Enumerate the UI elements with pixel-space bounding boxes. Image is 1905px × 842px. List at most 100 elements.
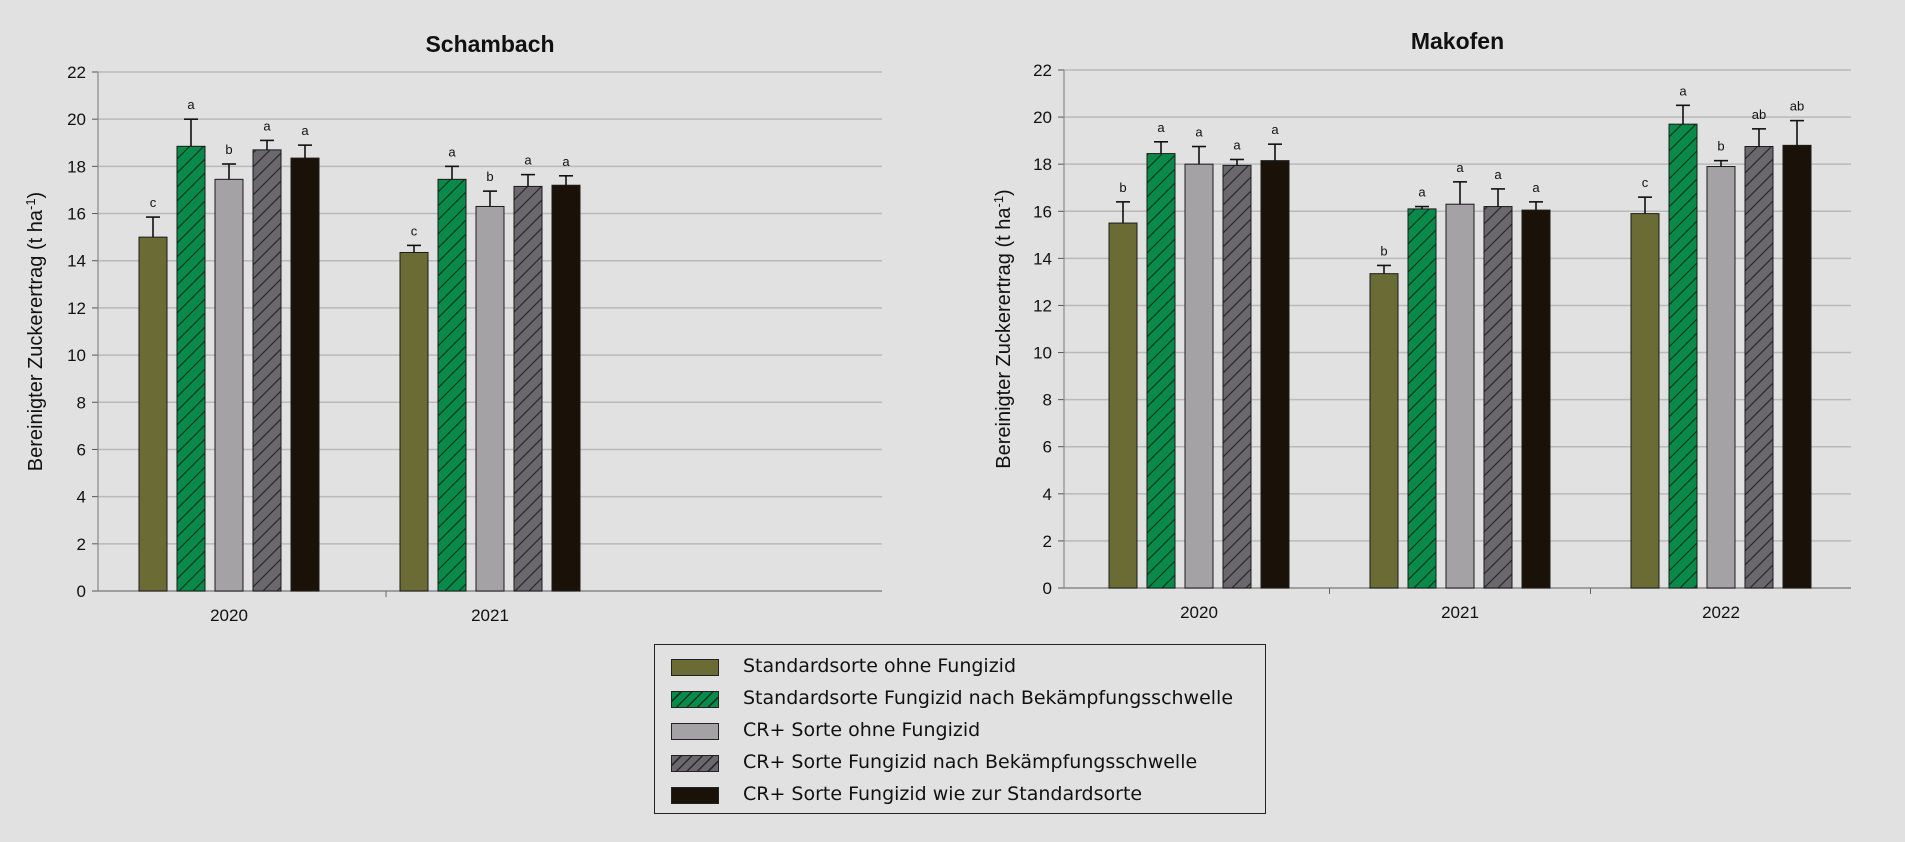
legend-swatch [671,691,719,708]
legend-label: Standardsorte ohne Fungizid [743,655,1017,677]
legend-item: CR+ Sorte Fungizid wie zur Standardsorte [655,779,1265,811]
legend-label: CR+ Sorte ohne Fungizid [743,719,981,741]
significance-letter: c [411,223,418,238]
y-axis-label-close: ) [25,192,47,199]
significance-letter: a [524,153,532,168]
significance-letter: a [263,118,271,133]
significance-letter: a [1271,122,1279,137]
legend-item: CR+ Sorte ohne Fungizid [655,715,1265,747]
significance-letter: c [150,195,157,210]
y-tick-label: 4 [77,488,86,507]
y-tick-label: 2 [1043,532,1052,551]
y-tick-label: 12 [1033,296,1052,315]
significance-letter: b [486,169,493,184]
y-tick-label: 16 [1033,202,1052,221]
y-axis-label: Bereinigter Zuckerertrag (t ha-1) [23,192,48,471]
y-tick-label: 4 [1043,485,1052,504]
bar [1222,164,1252,589]
significance-letter: a [301,123,309,138]
legend-swatch [671,755,719,772]
bar [513,185,543,592]
legend-label: Standardsorte Fungizid nach Bekämpfungss… [743,687,1234,709]
significance-letter: c [1642,175,1649,190]
legend-item: Standardsorte Fungizid nach Bekämpfungss… [655,683,1265,715]
y-axis-label-superscript: -1 [23,198,38,210]
y-tick-label: 22 [67,63,86,82]
bar [1630,213,1660,589]
y-tick-label: 0 [77,582,86,601]
legend-swatch [671,659,719,676]
significance-letter: a [187,97,195,112]
significance-letter: a [1456,160,1464,175]
y-tick-label: 0 [1043,579,1052,598]
bar [1146,153,1176,589]
bar [1108,222,1138,589]
significance-letter: ab [1752,107,1766,122]
legend-item: CR+ Sorte Fungizid nach Bekämpfungsschwe… [655,747,1265,779]
bar [1260,160,1290,589]
y-tick-label: 18 [67,157,86,176]
y-axis-label-close: ) [993,189,1015,196]
bar [399,251,429,592]
x-tick-label: 2022 [1702,603,1740,622]
y-tick-label: 16 [67,205,86,224]
bar [475,205,505,592]
legend-label: CR+ Sorte Fungizid nach Bekämpfungsschwe… [743,751,1198,773]
significance-letter: a [1532,180,1540,195]
significance-letter: a [448,144,456,159]
significance-letter: a [1494,167,1502,182]
significance-letter: a [562,154,570,169]
y-tick-label: 20 [67,110,86,129]
y-tick-label: 2 [77,535,86,554]
significance-letter: a [1233,137,1241,152]
y-tick-label: 10 [1033,344,1052,363]
x-tick-label: 2021 [1441,603,1479,622]
y-tick-label: 20 [1033,108,1052,127]
legend-item: Standardsorte ohne Fungizid [655,651,1265,683]
legend-swatch [671,723,719,740]
bar [252,149,282,592]
bar [176,145,206,592]
legend-label: CR+ Sorte Fungizid wie zur Standardsorte [743,783,1143,805]
y-tick-label: 14 [67,252,86,271]
legend-swatch [671,787,719,804]
significance-letter: a [1195,125,1203,140]
bar [1706,166,1736,589]
y-axis-label-superscript: -1 [991,196,1006,208]
significance-letter: a [1418,185,1426,200]
x-tick-label: 2020 [1180,603,1218,622]
y-axis-label: Bereinigter Zuckerertrag (t ha-1) [991,189,1016,468]
bar [1407,208,1437,589]
y-axis-label-text: Bereinigter Zuckerertrag (t ha [993,207,1015,469]
bar [437,178,467,592]
significance-letter: a [1679,83,1687,98]
x-tick-label: 2021 [471,606,509,625]
significance-letter: ab [1790,99,1804,114]
y-tick-label: 14 [1033,249,1052,268]
bar [1369,273,1399,589]
significance-letter: b [1119,180,1126,195]
significance-letter: a [1157,120,1165,135]
bar [1184,163,1214,589]
y-tick-label: 8 [1043,391,1052,410]
significance-letter: b [1717,139,1724,154]
y-axis-label-text: Bereinigter Zuckerertrag (t ha [25,209,47,471]
y-tick-label: 18 [1033,155,1052,174]
bar [1445,203,1475,589]
chart-title: Makofen [1411,28,1504,54]
y-tick-label: 12 [67,299,86,318]
y-tick-label: 6 [77,440,86,459]
y-tick-label: 8 [77,393,86,412]
bar [290,157,320,592]
x-tick-label: 2020 [210,606,248,625]
bar [1744,146,1774,589]
bar [1668,123,1698,589]
bar [551,184,581,592]
bar [1483,206,1513,589]
chart-title: Schambach [425,31,554,57]
y-tick-label: 22 [1033,61,1052,80]
bar [1521,209,1551,589]
chart-legend: Standardsorte ohne Fungizid Standardsort… [654,644,1266,814]
